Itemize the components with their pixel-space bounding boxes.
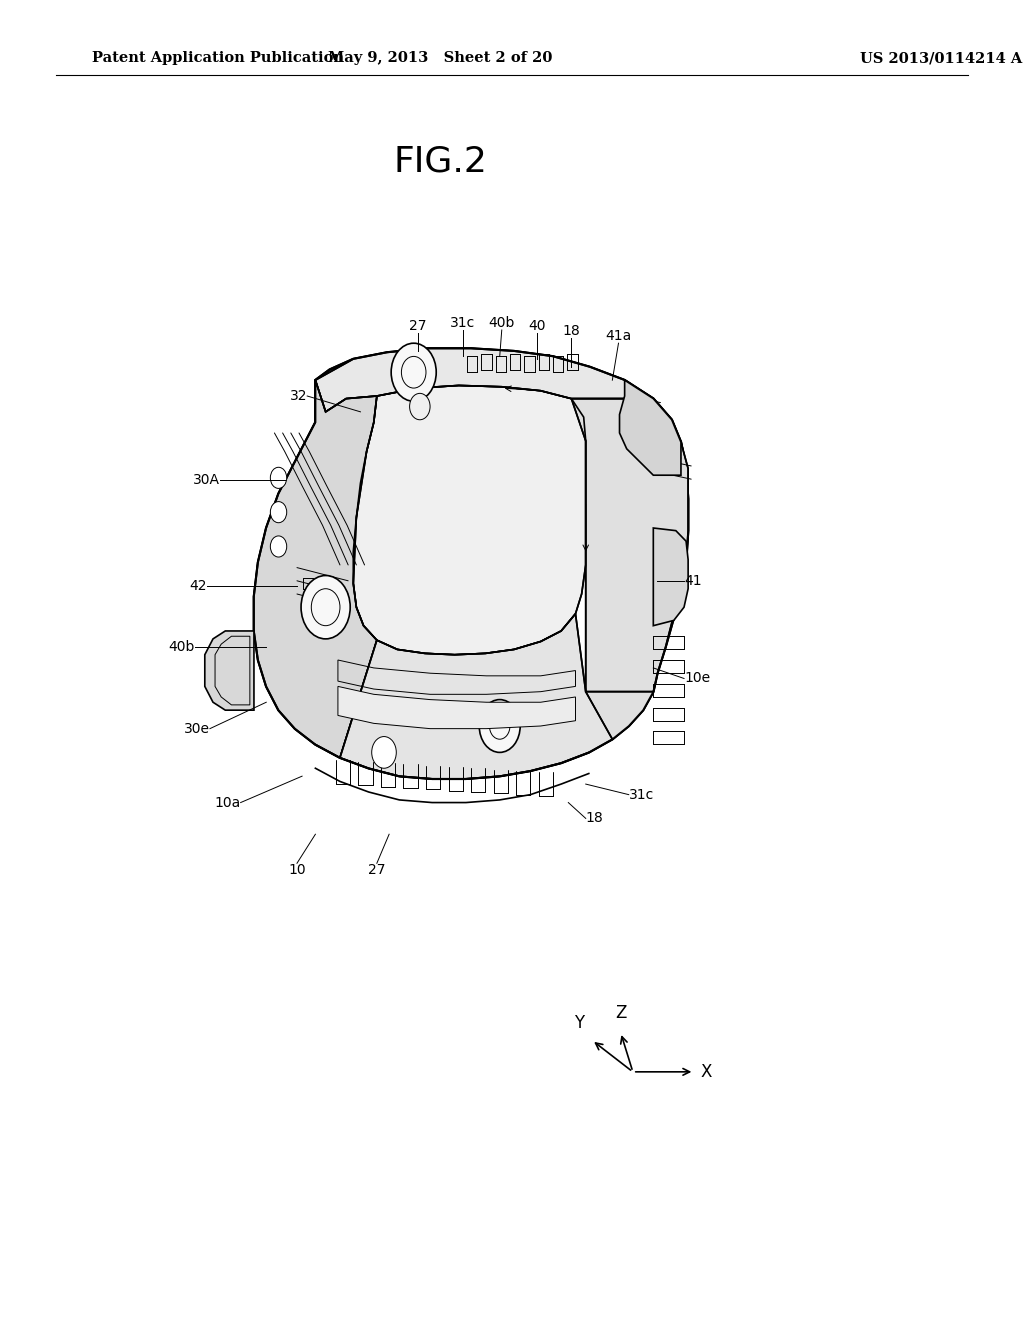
Polygon shape	[571, 399, 688, 692]
Text: 30A: 30A	[194, 474, 220, 487]
Circle shape	[270, 536, 287, 557]
Text: 27: 27	[409, 318, 427, 333]
Text: Patent Application Publication: Patent Application Publication	[92, 51, 344, 65]
Text: Z: Z	[614, 1003, 627, 1022]
Text: 40: 40	[527, 318, 546, 333]
Text: 10e: 10e	[684, 672, 711, 685]
Polygon shape	[353, 385, 586, 655]
Circle shape	[270, 502, 287, 523]
Circle shape	[391, 343, 436, 401]
Circle shape	[372, 737, 396, 768]
Polygon shape	[254, 348, 688, 779]
Polygon shape	[620, 380, 681, 475]
Circle shape	[270, 467, 287, 488]
Text: May 9, 2013   Sheet 2 of 20: May 9, 2013 Sheet 2 of 20	[328, 51, 553, 65]
Polygon shape	[340, 614, 612, 779]
Text: 40b: 40b	[168, 640, 195, 653]
Text: 18: 18	[562, 323, 581, 338]
Polygon shape	[653, 528, 688, 626]
Text: 41: 41	[684, 574, 701, 587]
Polygon shape	[315, 348, 653, 412]
Polygon shape	[205, 631, 254, 710]
Circle shape	[479, 700, 520, 752]
Circle shape	[410, 393, 430, 420]
Polygon shape	[586, 692, 653, 752]
Text: 30e: 30e	[184, 722, 210, 735]
Text: 31c: 31c	[451, 315, 475, 330]
Text: FIG.2: FIG.2	[393, 144, 487, 178]
Polygon shape	[338, 686, 575, 729]
Text: 18: 18	[586, 812, 603, 825]
Text: US 2013/0114214 A1: US 2013/0114214 A1	[860, 51, 1024, 65]
Text: Y: Y	[574, 1014, 585, 1032]
Text: 42: 42	[189, 579, 207, 593]
Text: 41a: 41a	[605, 329, 632, 343]
Text: 31c: 31c	[629, 788, 654, 801]
Text: 10a: 10a	[214, 796, 241, 809]
Text: 27: 27	[368, 863, 386, 878]
Text: X: X	[700, 1063, 712, 1081]
Text: 40b: 40b	[488, 315, 515, 330]
Polygon shape	[254, 380, 377, 758]
Circle shape	[301, 576, 350, 639]
Text: 10: 10	[288, 863, 306, 878]
Text: 32: 32	[290, 389, 307, 403]
